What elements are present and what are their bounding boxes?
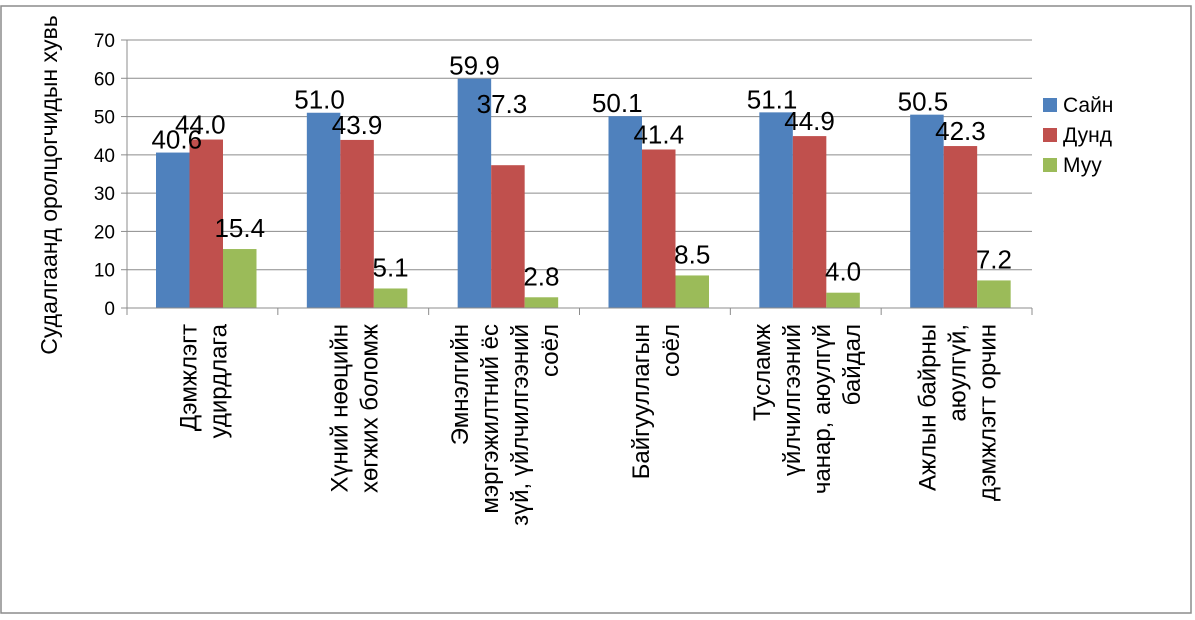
y-tick-label: 30	[94, 184, 115, 205]
category-label-line: удирдлага	[205, 323, 232, 438]
data-label: 5.1	[373, 252, 409, 282]
bar-Сайн-4	[759, 112, 793, 308]
category-label-line: Байгууллагын	[628, 324, 655, 479]
axes	[126, 40, 1033, 315]
legend: Сайн Дунд Муу	[1043, 94, 1113, 177]
bar-Дунд-0	[189, 139, 223, 308]
category-label: Эмнэлгийн мэргэжилтний ёс зүй, үйлчилгээни…	[447, 324, 564, 526]
data-label: 43.9	[332, 110, 383, 140]
legend-swatch-Дунд	[1043, 128, 1057, 142]
category-label-line: хөгжих боломж	[356, 324, 383, 493]
y-tick-label: 50	[94, 108, 115, 129]
bar-Сайн-1	[306, 112, 341, 308]
category-label: Дэмжлэгт удирдлага	[175, 323, 232, 438]
category-label-line: байдал	[839, 324, 866, 405]
data-label: 50.1	[592, 88, 643, 118]
data-label: 51.0	[294, 85, 345, 115]
bar-Муу-4	[826, 292, 860, 308]
data-label: 40.6	[151, 125, 202, 155]
category-labels: Дэмжлэгт удирдлага Хүний нөөцийн хөгжих бол…	[175, 323, 1001, 526]
data-label: 7.2	[976, 244, 1012, 274]
data-label: 42.3	[935, 116, 986, 146]
data-label: 44.0	[175, 110, 226, 140]
bars	[156, 78, 1011, 309]
y-tick-label: 10	[94, 261, 115, 282]
category-label-line: Дэмжлэгт	[175, 324, 202, 431]
data-label: 59.9	[449, 51, 500, 81]
category-label-line: Тусламж	[749, 324, 776, 421]
category-label-line: чанар, аюулгүй	[809, 324, 836, 494]
y-tick-label: 20	[94, 222, 115, 243]
bar-Сайн-5	[910, 114, 944, 309]
category-label: Байгууллагын соёл	[628, 324, 685, 479]
gridlines	[121, 39, 1032, 309]
category-label-line: соёл	[658, 324, 685, 377]
y-tick-label: 0	[104, 299, 115, 320]
data-labels: 40.6 51.0 59.9 50.1 51.1 50.5 44.0 43.9 37.3 41.4…	[151, 51, 1012, 292]
bar-Дунд-1	[340, 139, 374, 308]
data-label: 51.1	[747, 84, 798, 114]
category-label-line: Хүний нөөцийн	[326, 324, 353, 493]
data-label: 2.8	[523, 261, 559, 291]
bar-Дунд-5	[943, 146, 978, 308]
data-label: 15.4	[214, 213, 265, 243]
bar-Сайн-0	[156, 152, 190, 308]
data-label: 41.4	[633, 119, 684, 149]
bar-Муу-0	[223, 249, 257, 308]
y-axis-label: Судалгаанд оролцогчидын хувь	[36, 15, 62, 354]
category-label: Тусламж үйлчилгээний чанар, аюулгүй байдал	[749, 324, 866, 494]
y-tick-label: 60	[94, 69, 115, 90]
y-tick-label: 40	[94, 146, 115, 167]
category-label-line: Ажлын байрны	[915, 324, 942, 491]
bar-Дунд-4	[792, 136, 827, 308]
category-label-line: мэргэжилтний ёс	[477, 324, 504, 514]
legend-swatch-Муу	[1043, 158, 1057, 172]
data-label: 8.5	[674, 239, 710, 269]
legend-swatch-Сайн	[1043, 98, 1057, 112]
data-label: 50.5	[898, 87, 949, 117]
legend-label: Дунд	[1063, 124, 1112, 147]
bar-Дунд-2	[491, 165, 525, 308]
category-label-line: зүй, үйлчилгээний	[507, 324, 534, 526]
bar-Сайн-3	[608, 116, 642, 308]
bar-Муу-5	[977, 280, 1011, 308]
bar-Муу-3	[675, 275, 709, 308]
legend-label: Сайн	[1063, 94, 1113, 117]
bar-Муу-1	[373, 288, 408, 308]
data-label: 37.3	[477, 89, 528, 119]
category-label: Хүний нөөцийн хөгжих боломж	[326, 324, 383, 493]
data-label: 4.0	[825, 257, 861, 287]
bar-Дунд-3	[642, 149, 676, 308]
category-label-line: үйлчилгээний	[779, 324, 806, 476]
category-label-line: аюулгүй,	[945, 324, 972, 422]
category-label: Ажлын байрны аюулгүй, дэмжлэгт орчин	[915, 324, 1002, 501]
category-label-line: дэмжлэгт орчин	[975, 324, 1002, 501]
bar-Муу-2	[524, 297, 559, 308]
bar-Сайн-2	[457, 78, 492, 308]
category-label-line: Эмнэлгийн	[447, 324, 474, 445]
legend-label: Муу	[1063, 154, 1102, 177]
chart-border	[0, 5, 1192, 614]
category-label-line: соёл	[537, 324, 564, 377]
data-label: 44.9	[784, 106, 835, 136]
y-tick-labels: 0 10 20 30 40 50 60 70	[94, 31, 115, 320]
y-tick-label: 70	[94, 31, 115, 52]
